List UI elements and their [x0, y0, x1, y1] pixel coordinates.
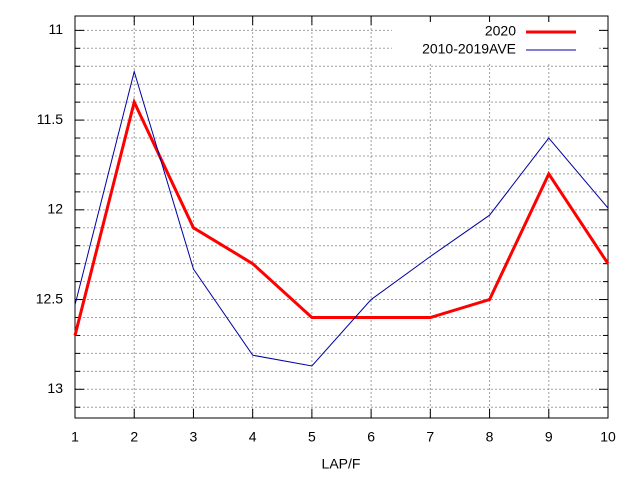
- legend-box: [392, 22, 598, 62]
- x-tick-label: 9: [545, 429, 553, 445]
- y-tick-label: 11: [48, 21, 63, 37]
- legend-label: 2010-2019AVE: [422, 41, 516, 57]
- x-tick-label: 5: [308, 429, 316, 445]
- y-tick-label: 11.5: [37, 111, 63, 127]
- x-tick-label: 4: [249, 429, 257, 445]
- series-line: [73, 97, 610, 336]
- x-tick-label: 2: [130, 429, 138, 445]
- x-tick-label: 10: [600, 429, 616, 445]
- x-tick-label: 7: [426, 429, 434, 445]
- x-axis-label: LAP/F: [322, 456, 361, 472]
- y-tick-label: 12.5: [36, 290, 63, 306]
- legend-label: 2020: [485, 23, 516, 39]
- plot-frame: [74, 15, 609, 419]
- series-line: [74, 69, 609, 367]
- y-tick-label: 12: [47, 201, 63, 217]
- x-tick-label: 1: [71, 429, 79, 445]
- x-tick-label: 8: [486, 429, 494, 445]
- x-tick-label: 3: [190, 429, 198, 445]
- x-tick-label: 6: [367, 429, 375, 445]
- y-tick-label: 13: [47, 380, 63, 396]
